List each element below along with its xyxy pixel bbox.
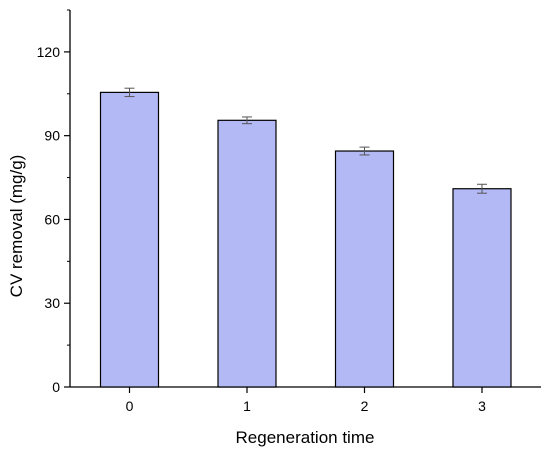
x-tick-label: 3 (478, 398, 486, 414)
x-tick-label: 2 (361, 398, 369, 414)
y-tick-label: 120 (37, 44, 61, 60)
y-axis-label: CV removal (mg/g) (7, 155, 26, 298)
bar-1 (217, 119, 277, 388)
y-tick-label: 90 (44, 128, 60, 144)
x-tick-label: 0 (126, 398, 134, 414)
y-tick-label: 60 (44, 211, 60, 227)
y-tick-label: 30 (44, 295, 60, 311)
x-axis: 0 1 2 3 (126, 387, 486, 414)
x-tick-label: 1 (243, 398, 251, 414)
x-axis-label: Regeneration time (236, 428, 375, 447)
y-axis: 0 30 60 90 120 (37, 9, 70, 395)
bar-2 (334, 150, 395, 388)
y-tick-label: 0 (52, 379, 60, 395)
bar-3 (452, 188, 512, 388)
bars (99, 87, 512, 388)
bar-0 (99, 91, 160, 388)
